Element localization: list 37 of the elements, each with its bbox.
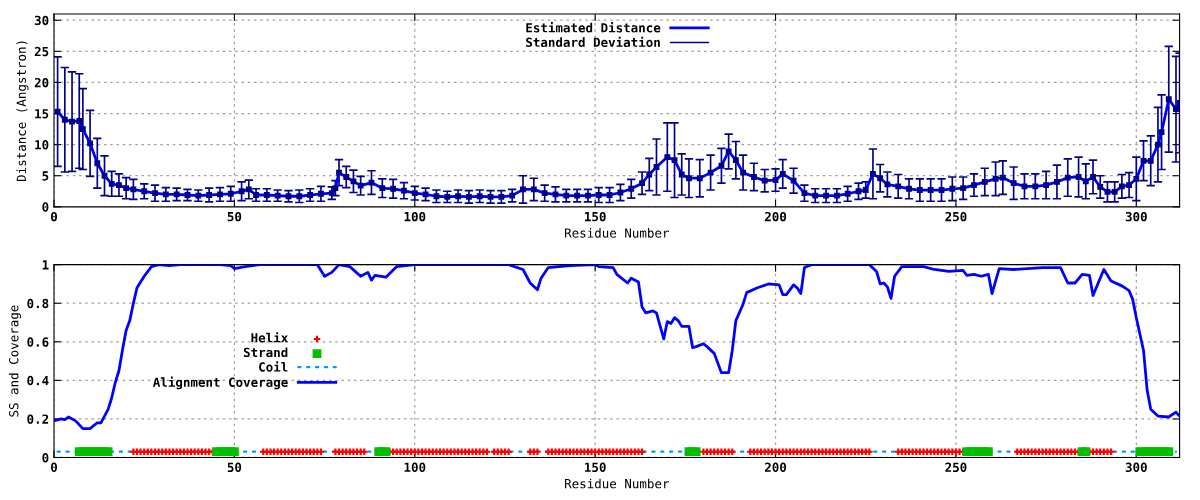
y-tick-label: 1: [42, 260, 49, 270]
y-axis-title: SS and Coverage: [8, 305, 22, 417]
y-axis-title: Distance (Angstron): [16, 41, 29, 182]
x-tick-label: 100: [404, 211, 426, 222]
y-tick-label: 0: [42, 202, 49, 212]
y-tick-label: 0.6: [27, 337, 49, 347]
y-tick-label: 10: [35, 140, 49, 150]
x-tick-label: 250: [945, 462, 967, 473]
x-axis-title: Residue Number: [565, 228, 669, 238]
y-tick-label: 0.4: [27, 375, 49, 386]
x-tick-label: 0: [50, 462, 58, 473]
x-tick-label: 150: [585, 462, 606, 473]
legend-label: Strand: [243, 347, 288, 358]
x-tick-label: 100: [404, 462, 426, 473]
x-tick-label: 150: [585, 211, 606, 222]
y-tick-label: 30: [34, 15, 49, 26]
legend-label: Alignment Coverage: [153, 376, 288, 390]
legend-label: Standard Deviation: [526, 36, 660, 48]
x-tick-label: 200: [764, 462, 787, 473]
legend-label: Coil: [259, 361, 288, 372]
x-tick-label: 200: [764, 211, 787, 222]
x-tick-label: 300: [1125, 211, 1147, 222]
legend-label: Estimated Distance: [526, 22, 661, 33]
x-tick-label: 50: [227, 462, 242, 473]
y-tick-label: 0.8: [27, 298, 49, 309]
x-tick-label: 0: [50, 211, 58, 222]
y-tick-label: 0: [42, 452, 49, 463]
x-tick-label: 50: [227, 211, 242, 222]
legend-label: Helix: [251, 332, 288, 343]
y-tick-label: 20: [34, 77, 49, 88]
y-tick-label: 5: [42, 171, 49, 181]
y-tick-label: 0.2: [27, 414, 49, 424]
x-tick-label: 250: [945, 211, 967, 222]
y-tick-label: 15: [35, 109, 49, 119]
x-tick-label: 300: [1125, 462, 1147, 473]
x-axis-title: Residue Number: [565, 478, 669, 489]
y-tick-label: 25: [34, 46, 49, 57]
